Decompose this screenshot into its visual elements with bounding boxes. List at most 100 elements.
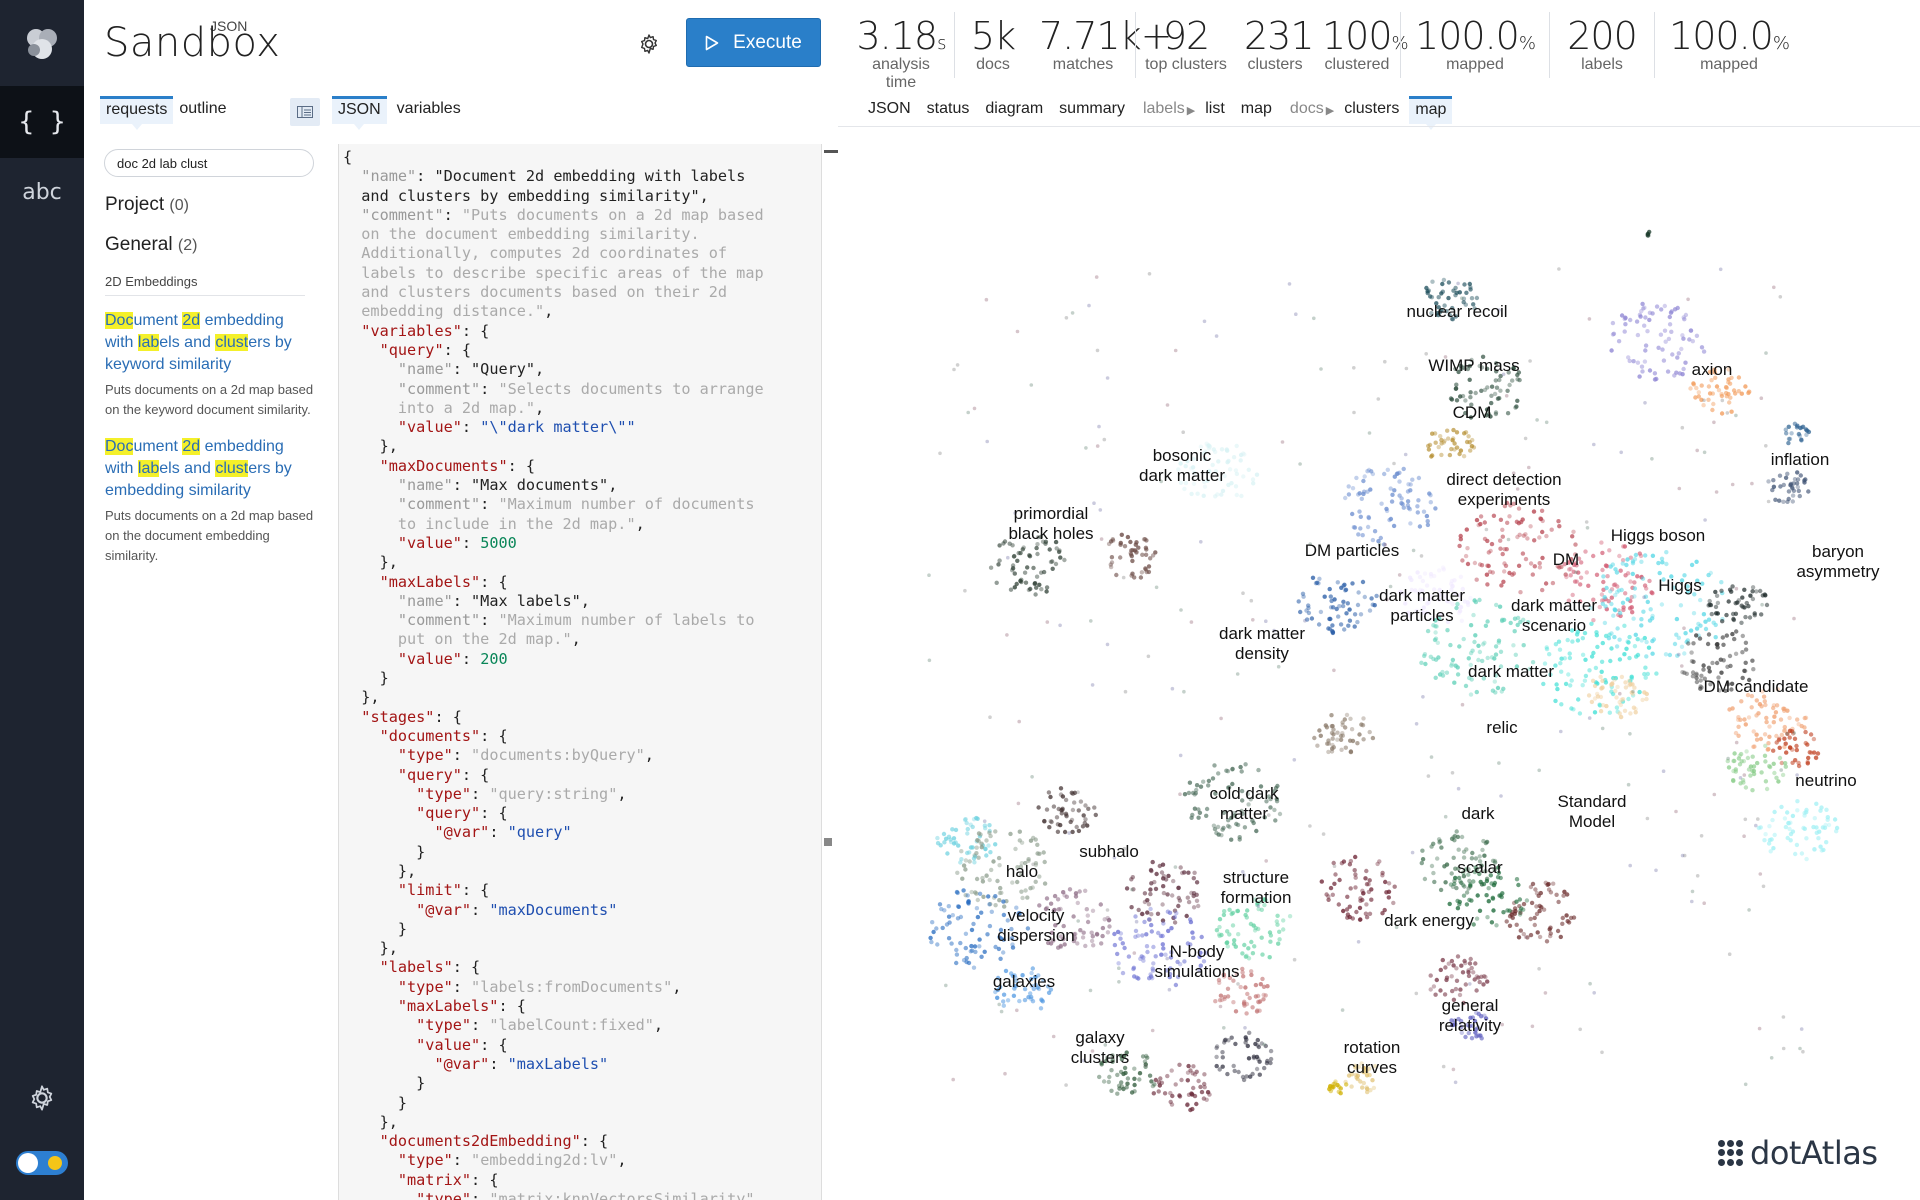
document-point[interactable] <box>1347 618 1353 623</box>
document-point[interactable] <box>1300 591 1306 596</box>
document-point[interactable] <box>1514 664 1520 669</box>
document-point[interactable] <box>1798 473 1803 478</box>
document-point[interactable] <box>1186 1063 1191 1069</box>
document-point[interactable] <box>1372 603 1377 608</box>
document-point[interactable] <box>1624 562 1629 568</box>
document-point[interactable] <box>1221 912 1227 918</box>
document-point[interactable] <box>1474 689 1479 695</box>
document-point[interactable] <box>1469 296 1475 301</box>
document-point[interactable] <box>1445 628 1450 633</box>
document-point[interactable] <box>1232 1068 1237 1074</box>
document-point[interactable] <box>1385 597 1389 602</box>
document-point[interactable] <box>1361 716 1366 721</box>
document-point[interactable] <box>1001 1003 1006 1008</box>
document-point[interactable] <box>1159 870 1165 875</box>
document-point[interactable] <box>988 565 994 570</box>
document-point[interactable] <box>1733 601 1738 606</box>
document-point[interactable] <box>1459 1030 1464 1035</box>
document-point[interactable] <box>1260 952 1265 957</box>
document-point[interactable] <box>1005 998 1011 1003</box>
document-point[interactable] <box>1623 685 1629 690</box>
document-point[interactable] <box>1667 322 1673 327</box>
document-point[interactable] <box>1233 484 1239 489</box>
document-point[interactable] <box>1056 549 1062 555</box>
document-point[interactable] <box>1771 761 1776 766</box>
document-point[interactable] <box>1457 899 1462 905</box>
document-point[interactable] <box>1083 943 1088 949</box>
document-point[interactable] <box>1469 1036 1475 1041</box>
document-point[interactable] <box>1136 907 1141 913</box>
document-point[interactable] <box>1622 329 1627 334</box>
document-point[interactable] <box>1826 822 1832 828</box>
document-point[interactable] <box>1029 383 1034 387</box>
document-point[interactable] <box>1497 396 1502 401</box>
document-point[interactable] <box>1517 912 1523 917</box>
document-point[interactable] <box>1345 894 1350 899</box>
document-point[interactable] <box>1803 477 1808 482</box>
document-point[interactable] <box>1422 571 1428 576</box>
document-point[interactable] <box>1090 1049 1095 1053</box>
document-point[interactable] <box>1759 612 1764 617</box>
tab-summary[interactable]: summary <box>1059 100 1125 117</box>
document-point[interactable] <box>1493 860 1498 865</box>
document-point[interactable] <box>969 889 974 895</box>
document-point[interactable] <box>1116 961 1121 966</box>
document-point[interactable] <box>1570 639 1575 644</box>
document-point[interactable] <box>1426 600 1431 605</box>
document-point[interactable] <box>1688 628 1694 633</box>
document-point[interactable] <box>1683 631 1688 636</box>
document-point[interactable] <box>974 891 979 896</box>
document-point[interactable] <box>1429 863 1435 869</box>
document-point[interactable] <box>1790 729 1795 734</box>
document-point[interactable] <box>1815 751 1821 756</box>
document-point[interactable] <box>986 894 991 899</box>
document-point[interactable] <box>1165 403 1170 407</box>
document-point[interactable] <box>1401 466 1406 472</box>
document-point[interactable] <box>1724 612 1729 618</box>
document-point[interactable] <box>1433 440 1438 445</box>
document-point[interactable] <box>1397 470 1402 475</box>
document-point[interactable] <box>1764 444 1768 448</box>
document-point[interactable] <box>1708 602 1714 608</box>
document-point[interactable] <box>1235 908 1241 914</box>
document-point[interactable] <box>1709 611 1714 617</box>
document-point[interactable] <box>1221 972 1227 977</box>
document-point[interactable] <box>1511 471 1516 476</box>
document-point[interactable] <box>1027 554 1033 559</box>
document-point[interactable] <box>1648 607 1653 612</box>
document-point[interactable] <box>1422 653 1427 659</box>
document-point[interactable] <box>1622 652 1627 657</box>
document-point[interactable] <box>1491 908 1496 913</box>
document-point[interactable] <box>1462 958 1467 964</box>
document-point[interactable] <box>1328 885 1334 891</box>
document-point[interactable] <box>1525 536 1530 541</box>
document-point[interactable] <box>1630 691 1636 697</box>
document-point[interactable] <box>1089 930 1094 935</box>
document-point[interactable] <box>1017 719 1021 724</box>
document-point[interactable] <box>1714 490 1719 494</box>
document-point[interactable] <box>1628 863 1632 868</box>
document-point[interactable] <box>1566 560 1572 565</box>
document-point[interactable] <box>1023 580 1029 585</box>
document-point[interactable] <box>1489 541 1495 547</box>
document-point[interactable] <box>1609 348 1614 353</box>
document-point[interactable] <box>1610 681 1615 686</box>
document-point[interactable] <box>1251 481 1256 486</box>
document-point[interactable] <box>1375 861 1380 867</box>
document-point[interactable] <box>1584 520 1589 524</box>
document-point[interactable] <box>1468 623 1474 628</box>
document-point[interactable] <box>1094 275 1099 279</box>
document-point[interactable] <box>1562 562 1567 567</box>
document-point[interactable] <box>1703 619 1708 624</box>
document-point[interactable] <box>1212 763 1217 768</box>
document-point[interactable] <box>1105 1055 1110 1060</box>
document-point[interactable] <box>1169 926 1174 931</box>
document-point[interactable] <box>1620 558 1626 563</box>
document-point[interactable] <box>963 945 968 951</box>
document-point[interactable] <box>1544 646 1550 652</box>
document-point[interactable] <box>1097 424 1101 429</box>
document-point[interactable] <box>1441 567 1446 572</box>
document-point[interactable] <box>1767 764 1773 770</box>
document-point[interactable] <box>1190 1071 1195 1076</box>
document-point[interactable] <box>1783 741 1788 746</box>
